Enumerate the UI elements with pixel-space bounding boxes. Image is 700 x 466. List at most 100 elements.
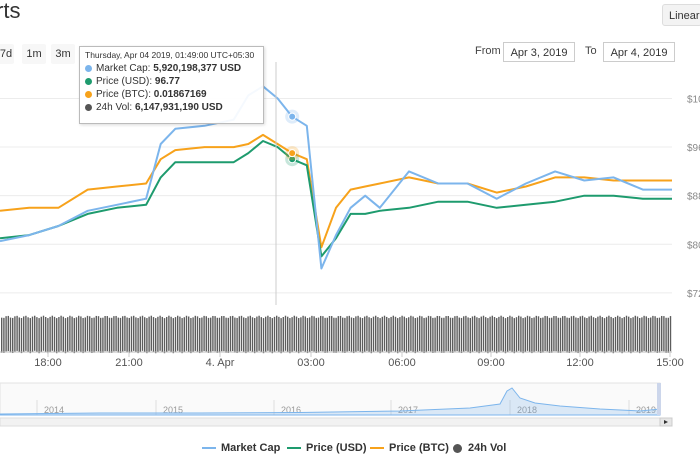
volume-bar — [584, 317, 586, 353]
volume-bar — [29, 318, 31, 354]
to-date-input[interactable]: Apr 4, 2019 — [603, 42, 675, 62]
volume-bar — [337, 316, 339, 352]
navigator-label: 2017 — [398, 405, 418, 415]
range-button-1m[interactable]: 1m — [22, 44, 46, 64]
volume-bar — [401, 315, 403, 351]
volume-bar — [170, 316, 172, 352]
volume-bar — [238, 316, 240, 352]
volume-bar — [172, 318, 174, 354]
volume-bar — [144, 317, 146, 353]
volume-bar — [287, 316, 289, 352]
volume-bar — [364, 316, 366, 352]
page-title: rts — [0, 0, 21, 23]
volume-bar — [456, 315, 458, 352]
volume-bar — [315, 317, 317, 354]
chart-tooltip: Thursday, Apr 04 2019, 01:49:00 UTC+05:3… — [79, 46, 264, 124]
volume-bar — [592, 317, 595, 353]
volume-bar — [661, 315, 663, 352]
volume-bars — [0, 315, 672, 354]
volume-bar — [199, 317, 201, 354]
scale-toggle-button[interactable]: Linear — [662, 4, 700, 26]
volume-bar — [179, 316, 181, 352]
volume-bar — [641, 317, 643, 353]
volume-bar — [278, 316, 280, 352]
range-button-7d[interactable]: 7d — [0, 44, 14, 64]
volume-bar — [152, 317, 155, 353]
volume-bar — [427, 315, 430, 351]
volume-bar — [366, 315, 368, 351]
volume-bar — [630, 318, 632, 354]
volume-bar — [47, 318, 49, 354]
volume-bar — [313, 316, 315, 352]
volume-bar — [190, 318, 192, 354]
volume-bar — [573, 315, 575, 351]
volume-bar — [458, 317, 460, 353]
legend-item-24h-vol[interactable]: 24h Vol — [453, 440, 506, 456]
chart-legend: Market Cap Price (USD) Price (BTC) 24h V… — [0, 440, 700, 456]
volume-bar — [511, 316, 513, 352]
volume-bar — [524, 317, 526, 353]
legend-item-price-usd[interactable]: Price (USD) — [287, 440, 367, 456]
volume-bar — [75, 317, 78, 353]
volume-bar — [130, 316, 133, 352]
from-date-input[interactable]: Apr 3, 2019 — [503, 42, 575, 62]
volume-bar — [137, 318, 139, 354]
volume-bar — [97, 316, 100, 352]
volume-bar — [236, 317, 238, 354]
volume-bar — [408, 317, 410, 353]
volume-bar — [669, 316, 672, 352]
volume-bar — [27, 317, 29, 353]
volume-bar — [73, 318, 75, 354]
legend-item-market-cap[interactable]: Market Cap — [202, 440, 280, 456]
volume-bar — [31, 316, 34, 352]
volume-bar — [522, 318, 524, 354]
volume-bar — [7, 315, 9, 352]
volume-bar — [254, 318, 256, 354]
volume-bar — [434, 317, 436, 353]
volume-bar — [346, 316, 348, 352]
volume-bar — [25, 315, 27, 351]
volume-bar — [5, 316, 7, 352]
volume-bar — [295, 316, 298, 352]
x-tick-label: 4. Apr — [206, 357, 235, 369]
volume-bar — [229, 316, 232, 352]
range-button-3m[interactable]: 3m — [51, 44, 75, 64]
volume-bar — [304, 316, 306, 352]
volume-bar — [251, 317, 254, 353]
series-line-market-cap — [0, 85, 672, 270]
volume-bar — [194, 315, 196, 351]
volume-bar — [375, 315, 377, 351]
volume-bar — [570, 316, 573, 352]
volume-bar — [291, 317, 293, 353]
volume-bar — [348, 315, 350, 351]
volume-bar — [425, 317, 427, 353]
tooltip-row-market-cap: Market Cap: 5,920,198,377 USD — [85, 62, 258, 75]
hover-point — [288, 112, 297, 121]
volume-bar — [150, 315, 152, 351]
volume-bar — [326, 317, 328, 353]
volume-bar — [309, 317, 311, 353]
volume-bar — [379, 318, 381, 354]
volume-bar — [441, 317, 443, 353]
volume-bar — [504, 318, 507, 354]
tooltip-row-price-usd: Price (USD): 96.77 — [85, 75, 258, 88]
volume-bar — [245, 317, 247, 354]
tooltip-value: 5,920,198,377 USD — [153, 63, 242, 74]
legend-item-price-btc[interactable]: Price (BTC) — [370, 440, 449, 456]
volume-bar — [328, 316, 331, 352]
tooltip-value: 6,147,931,190 USD — [134, 102, 223, 113]
volume-bar — [56, 318, 58, 354]
tooltip-value: 96.77 — [154, 76, 180, 87]
volume-bar — [300, 317, 302, 353]
y-tick-label: $10 — [687, 94, 700, 105]
volume-bar — [289, 318, 291, 354]
volume-bar — [214, 316, 216, 352]
volume-bar — [49, 316, 51, 352]
tooltip-value: 0.01867169 — [153, 89, 207, 100]
volume-bar — [67, 317, 69, 353]
volume-bar — [111, 317, 113, 353]
volume-bar — [188, 316, 190, 352]
hover-point — [288, 149, 297, 158]
line-swatch-icon — [202, 447, 216, 450]
